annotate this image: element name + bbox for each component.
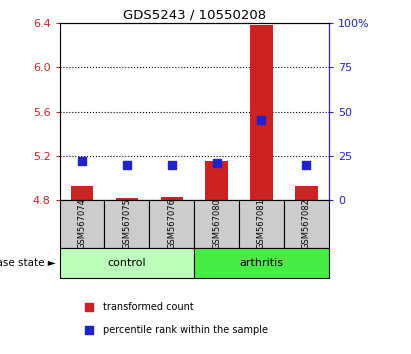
Text: disease state ►: disease state ► (0, 258, 55, 268)
Text: GSM567080: GSM567080 (212, 199, 221, 249)
Point (79, 158, 85, 164)
Bar (250, 25, 273, 200)
Text: GSM567081: GSM567081 (257, 199, 266, 249)
Bar (194, 200, 239, 248)
Point (258, 118, 265, 123)
Text: GSM567075: GSM567075 (122, 199, 132, 249)
Bar (239, 200, 284, 248)
Bar (115, 198, 138, 200)
Bar (161, 197, 183, 200)
Bar (60, 200, 104, 248)
Text: control: control (108, 258, 146, 268)
Bar (149, 200, 194, 248)
Bar (295, 185, 318, 200)
Text: arthritis: arthritis (240, 258, 284, 268)
Point (169, 162, 175, 167)
Text: GSM567082: GSM567082 (302, 199, 311, 249)
Bar (60, 248, 194, 278)
Bar (206, 161, 228, 200)
Point (303, 162, 309, 167)
Title: GDS5243 / 10550208: GDS5243 / 10550208 (122, 9, 266, 22)
Point (213, 160, 220, 166)
Bar (194, 248, 329, 278)
Point (315, 222, 322, 228)
Point (124, 162, 130, 167)
Text: percentile rank within the sample: percentile rank within the sample (103, 325, 268, 335)
Bar (284, 200, 329, 248)
Text: transformed count: transformed count (103, 302, 194, 312)
Bar (71, 185, 93, 200)
Text: GSM567076: GSM567076 (167, 198, 176, 250)
Point (315, 13, 322, 18)
Text: GSM567074: GSM567074 (78, 199, 87, 249)
Bar (104, 200, 149, 248)
